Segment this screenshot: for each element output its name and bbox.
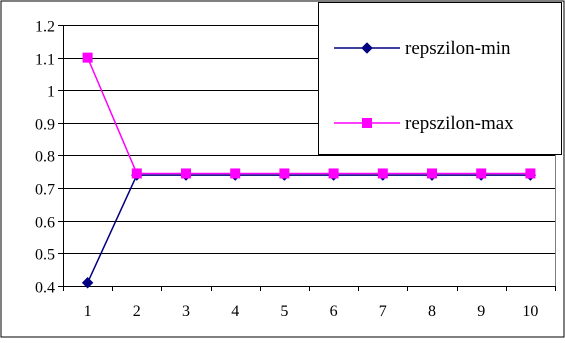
x-tick-label: 9 [477, 303, 485, 320]
legend-box [318, 2, 562, 155]
data-point-repszilon-max [427, 168, 437, 179]
data-point-repszilon-max [328, 168, 339, 179]
data-point-repszilon-max [82, 52, 93, 63]
data-point-repszilon-max [181, 168, 191, 179]
data-point-repszilon-max [131, 168, 142, 179]
x-tick-label: 10 [522, 303, 538, 320]
axes: 0.4 0.5 0.6 0.7 0.8 0.9 1 1.1 1.2 1 2 3 4 5 6 7 8 9 10 [35, 19, 556, 320]
data-point-repszilon-max [525, 168, 536, 179]
data-point-repszilon-max [476, 168, 487, 179]
legend-label-repszilon-min: repszilon-min [405, 38, 511, 59]
y-tick-label: 0.7 [35, 182, 55, 199]
legend: repszilon-min repszilon-max [318, 2, 562, 155]
legend-marker-repszilon-min [361, 42, 373, 54]
data-point-repszilon-min [81, 277, 94, 289]
y-tick-label: 1.2 [35, 19, 55, 36]
data-point-repszilon-max [377, 168, 388, 179]
y-tick-label: 1.1 [35, 52, 55, 69]
series-line-repszilon-min [86, 174, 531, 284]
y-tick-label: 0.6 [35, 215, 55, 232]
legend-marker-repszilon-max [362, 118, 372, 128]
legend-label-repszilon-max: repszilon-max [405, 113, 514, 134]
series-line-repszilon-max [86, 57, 531, 175]
y-tick-label: 0.5 [35, 247, 55, 264]
y-tick-label: 0.9 [35, 117, 55, 134]
y-tick-label: 0.8 [35, 149, 55, 166]
data-point-repszilon-max [279, 168, 290, 179]
x-tick-label: 2 [133, 303, 141, 320]
x-tick-label: 5 [280, 303, 288, 320]
x-tick-label: 4 [231, 303, 239, 320]
y-tick-label: 1 [47, 84, 55, 101]
x-tick-label: 3 [182, 303, 190, 320]
data-point-repszilon-max [230, 168, 241, 179]
x-tick-label: 1 [84, 303, 92, 320]
x-tick-label: 6 [330, 303, 338, 320]
x-tick-label: 7 [379, 303, 387, 320]
x-tick-label: 8 [428, 303, 436, 320]
y-tick-label: 0.4 [35, 280, 55, 297]
series-lines [81, 52, 537, 289]
